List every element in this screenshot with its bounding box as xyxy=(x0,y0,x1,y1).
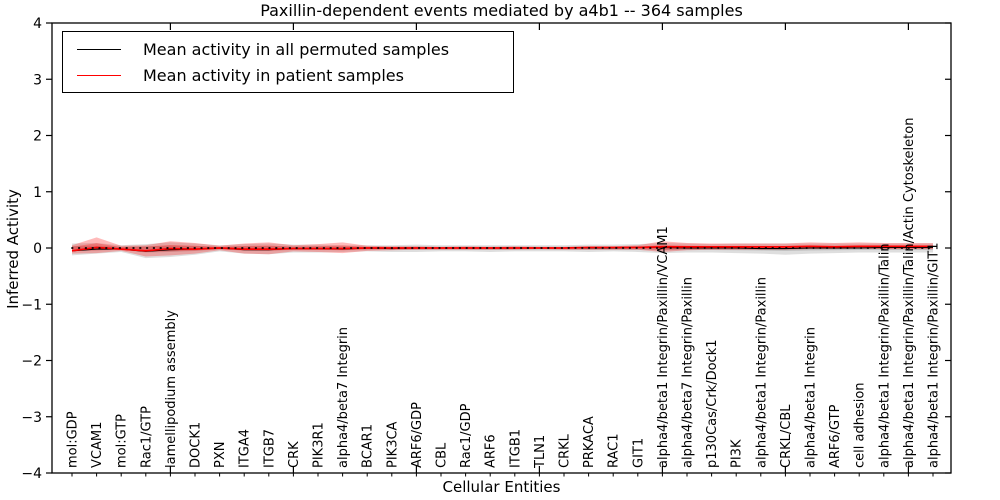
y-tick-label: −1 xyxy=(21,297,42,313)
axis-ticks xyxy=(46,22,951,477)
x-tick-label: alpha4/beta1 Integrin xyxy=(804,327,819,468)
y-tick-labels: 4 3 2 1 0 −1 −2 −3 −4 xyxy=(21,16,42,482)
x-tick-label: alpha4/beta1 Integrin/Paxillin/GIT1 xyxy=(927,242,942,468)
x-tick-label: alpha4/beta7 Integrin xyxy=(336,327,351,468)
x-tick-label: Rac1/GDP xyxy=(459,403,474,468)
permuted-line-swatch xyxy=(77,48,121,50)
patient-line-swatch xyxy=(77,74,121,76)
legend-item-patient: Mean activity in patient samples xyxy=(63,62,513,88)
x-tick-label: alpha4/beta7 Integrin/Paxillin xyxy=(681,277,696,468)
legend-label-permuted: Mean activity in all permuted samples xyxy=(143,39,450,59)
y-tick-label: 3 xyxy=(33,72,42,88)
x-tick-label: ARF6/GTP xyxy=(828,404,843,468)
x-tick-label: mol:GTP xyxy=(115,414,130,468)
x-tick-label: DOCK1 xyxy=(189,422,204,468)
x-tick-label: ARF6 xyxy=(484,434,499,468)
x-tick-label: cell adhesion xyxy=(853,382,868,468)
y-tick-label: 1 xyxy=(33,185,42,201)
x-tick-label: alpha4/beta1 Integrin/Paxillin/Talin xyxy=(877,243,892,468)
legend-label-patient: Mean activity in patient samples xyxy=(143,65,404,85)
y-tick-label: −3 xyxy=(21,410,42,426)
x-tick-label: alpha4/beta1 Integrin/Paxillin/VCAM1 xyxy=(656,226,671,468)
x-tick-label: ITGB1 xyxy=(508,429,523,468)
x-tick-label: CRK xyxy=(287,441,302,468)
x-tick-label: VCAM1 xyxy=(90,422,105,468)
chart-title: Paxillin-dependent events mediated by a4… xyxy=(260,1,743,20)
y-tick-label: 4 xyxy=(33,16,42,32)
x-tick-label: CRKL xyxy=(558,433,573,468)
x-tick-label: ARF6/GDP xyxy=(410,402,425,468)
y-tick-label: 2 xyxy=(33,129,42,145)
x-tick-label: alpha4/beta1 Integrin/Paxillin xyxy=(754,277,769,468)
x-tick-label: CBL xyxy=(435,442,450,468)
y-tick-label: −4 xyxy=(21,466,42,482)
y-tick-label: 0 xyxy=(33,241,42,257)
x-tick-label: CRKL/CBL xyxy=(779,404,794,468)
y-axis-label: Inferred Activity xyxy=(4,189,22,309)
x-tick-label: Rac1/GTP xyxy=(139,406,154,468)
x-tick-label: PXN xyxy=(213,442,228,468)
x-tick-label: PRKACA xyxy=(582,416,597,468)
x-tick-label: ITGA4 xyxy=(238,429,253,468)
x-tick-label: GIT1 xyxy=(631,438,646,468)
legend-item-permuted: Mean activity in all permuted samples xyxy=(63,36,513,62)
x-tick-label: ITGB7 xyxy=(262,429,277,468)
x-tick-label: PIK3CA xyxy=(385,421,400,468)
x-tick-label: PIK3R1 xyxy=(312,422,327,468)
x-tick-labels: mol:GDP VCAM1 mol:GTP Rac1/GTP lamellipodium… xyxy=(66,118,942,469)
x-tick-label: mol:GDP xyxy=(66,411,81,468)
legend-box: Mean activity in all permuted samples Me… xyxy=(62,31,514,93)
x-tick-label: lamellipodium assembly xyxy=(164,310,179,468)
x-tick-label: PI3K xyxy=(730,439,745,468)
y-tick-label: −2 xyxy=(21,354,42,370)
x-tick-label: p130Cas/Crk/Dock1 xyxy=(705,339,720,468)
x-axis-label: Cellular Entities xyxy=(442,478,561,496)
series-lines xyxy=(71,245,934,252)
x-tick-label: TLN1 xyxy=(533,435,548,469)
x-tick-label: RAC1 xyxy=(607,433,622,468)
band-1 xyxy=(72,237,933,257)
x-tick-label: BCAR1 xyxy=(361,424,376,468)
x-tick-label: alpha4/beta1 Integrin/Paxillin/Talin/Act… xyxy=(902,118,917,468)
